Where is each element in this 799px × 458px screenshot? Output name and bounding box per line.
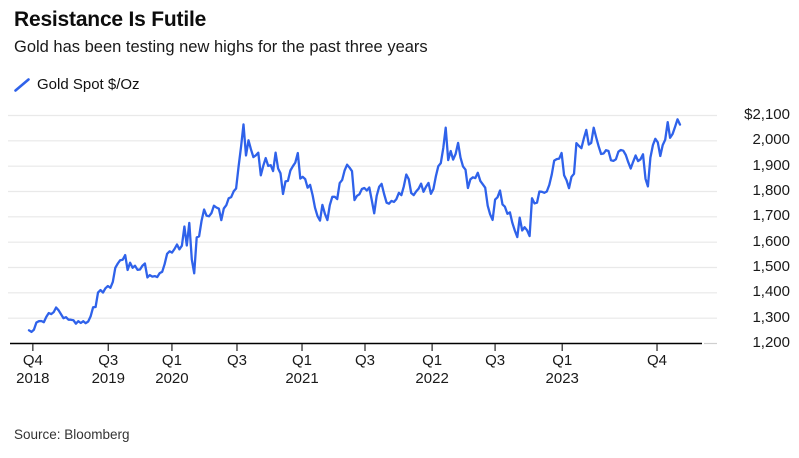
x-axis-label-quarter: Q1 (422, 352, 443, 369)
gold-price-line (27, 118, 682, 334)
y-axis-label: 2,000 (752, 131, 790, 149)
x-axis-label: Q4 (647, 352, 667, 370)
x-axis-label: Q1 2021 (285, 352, 318, 388)
line-series-icon (14, 77, 30, 92)
y-axis-label: 1,700 (752, 207, 790, 225)
x-axis-label: Q1 2023 (546, 352, 579, 388)
x-axis-label-year: 2023 (545, 370, 579, 387)
page-title: Resistance Is Futile (14, 8, 207, 31)
x-axis-label-year: 2019 (91, 370, 125, 387)
legend-label: Gold Spot $/Oz (37, 76, 140, 93)
x-axis-label-quarter: Q1 (292, 352, 313, 369)
x-axis-label-year: 2020 (155, 370, 189, 387)
y-axis-label: 1,400 (752, 283, 790, 301)
x-axis-label: Q1 2022 (415, 352, 448, 388)
x-axis-label: Q3 (485, 352, 505, 370)
y-axis-label: 1,200 (752, 334, 790, 351)
x-axis-label-quarter: Q4 (22, 352, 43, 369)
x-axis-label-quarter: Q1 (161, 352, 182, 369)
x-axis-label-quarter: Q3 (98, 352, 119, 369)
x-axis-label-quarter: Q3 (226, 352, 247, 369)
x-axis: Q4 2018 Q3 2019 Q1 2020 Q3 Q1 2021 Q3 Q1 2022 Q3 Q1 20… (0, 0, 799, 387)
x-axis-label: Q4 2018 (16, 352, 49, 388)
y-axis-label: 1,500 (752, 258, 790, 275)
y-axis: $2,100 2,000 1,900 1,800 1,700 1,600 1,500 1,40… (722, 0, 790, 360)
y-axis-label: 1,600 (752, 232, 790, 250)
y-axis-label: 1,300 (752, 308, 790, 326)
legend: Gold Spot $/Oz (14, 76, 140, 93)
x-axis-label: Q1 2020 (155, 352, 188, 388)
x-axis-label: Q3 2019 (92, 352, 125, 388)
y-axis-label: $2,100 (744, 106, 790, 123)
x-axis-label-year: 2021 (285, 370, 319, 387)
source-note: Source: Bloomberg (14, 427, 130, 442)
x-axis-label: Q3 (355, 352, 375, 370)
x-axis-label: Q3 (227, 352, 247, 370)
x-axis-label-year: 2022 (415, 370, 449, 387)
x-axis-label-quarter: Q3 (354, 352, 375, 369)
y-axis-label: 1,900 (752, 156, 790, 174)
y-axis-label: 1,800 (752, 182, 790, 199)
x-axis-label-quarter: Q3 (485, 352, 506, 369)
x-axis-label-year: 2018 (16, 370, 50, 387)
x-axis-label-quarter: Q1 (552, 352, 573, 369)
x-axis-label-quarter: Q4 (647, 352, 668, 369)
chart-subtitle: Gold has been testing new highs for the … (14, 38, 428, 56)
